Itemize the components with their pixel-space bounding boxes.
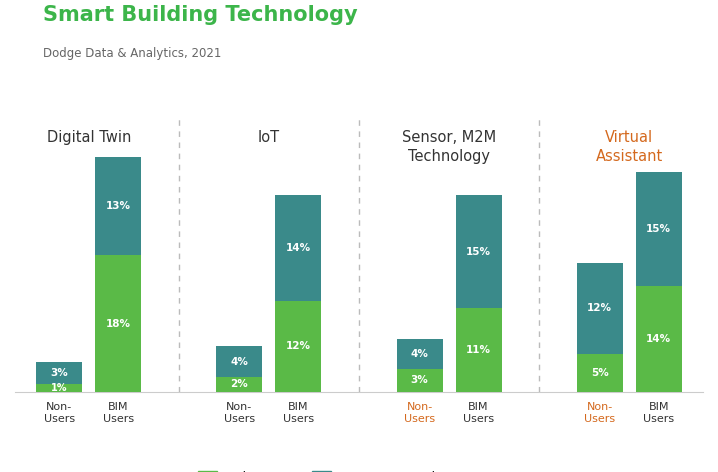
- Bar: [577, 354, 623, 392]
- Bar: [577, 263, 623, 354]
- Text: 2%: 2%: [230, 379, 248, 389]
- Bar: [37, 384, 82, 392]
- Text: IoT: IoT: [258, 130, 280, 145]
- Text: 5%: 5%: [591, 368, 609, 378]
- Bar: [95, 157, 141, 255]
- Text: 11%: 11%: [466, 345, 491, 355]
- Text: 4%: 4%: [411, 349, 429, 359]
- Text: 14%: 14%: [286, 243, 311, 253]
- Text: 13%: 13%: [106, 201, 131, 211]
- Bar: [396, 339, 442, 369]
- Bar: [456, 194, 501, 308]
- Bar: [37, 362, 82, 384]
- Bar: [95, 255, 141, 392]
- Legend: Using Now, Expect to Use in 2 to 3 Years: Using Now, Expect to Use in 2 to 3 Years: [193, 466, 525, 472]
- Text: 3%: 3%: [50, 368, 68, 378]
- Bar: [217, 346, 262, 377]
- Text: 18%: 18%: [106, 319, 131, 329]
- Bar: [276, 194, 322, 301]
- Text: 12%: 12%: [286, 341, 311, 351]
- Bar: [636, 286, 681, 392]
- Text: 3%: 3%: [411, 375, 429, 386]
- Text: 15%: 15%: [646, 224, 671, 234]
- Text: 15%: 15%: [466, 246, 491, 257]
- Text: 14%: 14%: [646, 334, 671, 344]
- Text: Sensor, M2M
Technology: Sensor, M2M Technology: [402, 130, 496, 164]
- Bar: [456, 308, 501, 392]
- Bar: [396, 369, 442, 392]
- Text: 1%: 1%: [51, 383, 67, 393]
- Text: 4%: 4%: [230, 356, 248, 366]
- Bar: [636, 172, 681, 286]
- Text: Dodge Data & Analytics, 2021: Dodge Data & Analytics, 2021: [43, 47, 221, 60]
- Bar: [276, 301, 322, 392]
- Bar: [217, 377, 262, 392]
- Text: Virtual
Assistant: Virtual Assistant: [596, 130, 663, 164]
- Text: Smart Building Technology: Smart Building Technology: [43, 5, 358, 25]
- Text: 12%: 12%: [587, 303, 612, 313]
- Text: Digital Twin: Digital Twin: [47, 130, 131, 145]
